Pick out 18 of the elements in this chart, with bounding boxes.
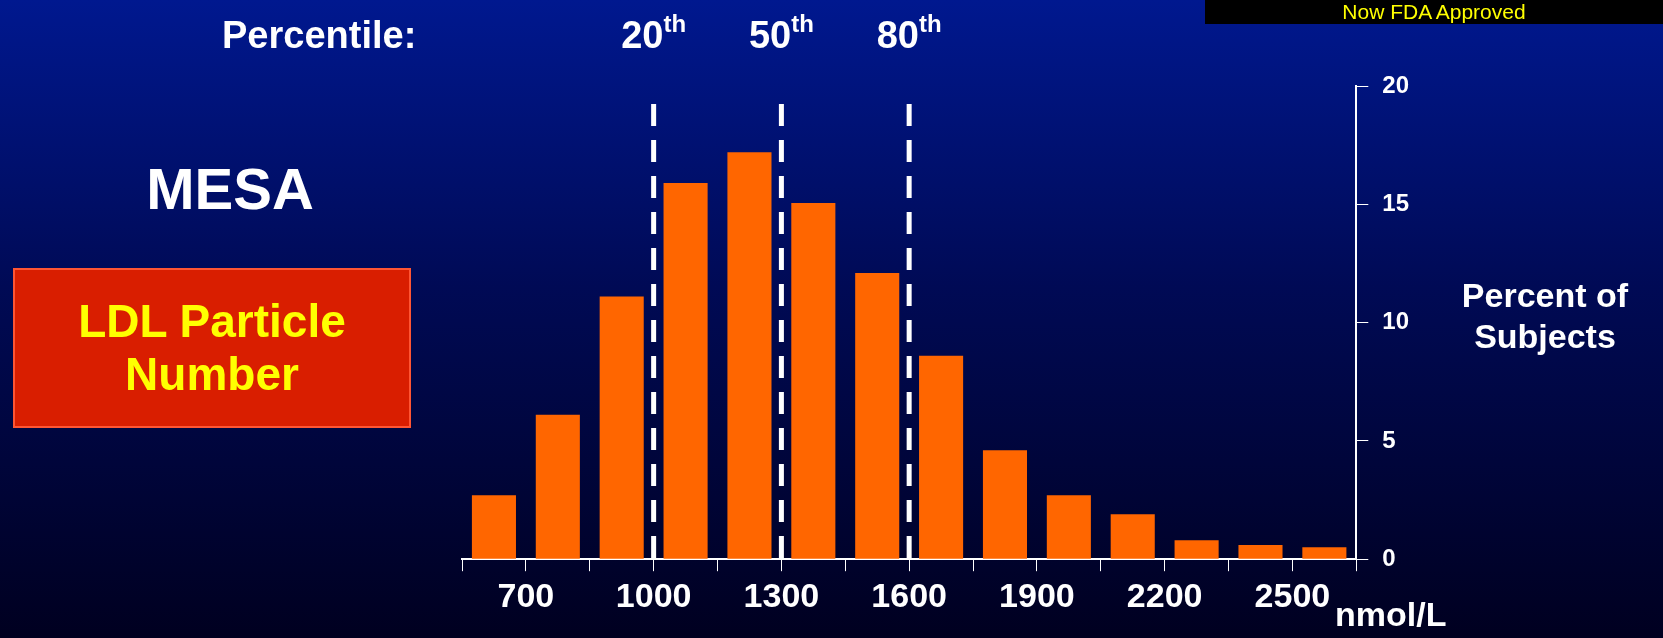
text: Percentile: [222,14,417,57]
text: Now FDA Approved [1205,0,1663,24]
x-tick-label: 700 [497,575,555,614]
y-tick-label: 20 [1382,70,1410,98]
x-tick-label: 1900 [999,575,1075,614]
y-axis-title: Percent of Subjects [1460,275,1630,357]
y-tick-label: 0 [1382,543,1396,571]
x-tick-label: 1600 [871,575,947,614]
x-axis-title: nmol/L [1335,595,1447,634]
x-tick-label: 1000 [615,575,692,614]
x-tick-label: 2200 [1126,575,1203,614]
x-tick-label: 1300 [743,575,820,614]
y-tick-label: 5 [1382,425,1396,453]
y-tick-label: 10 [1382,307,1410,335]
text: LDL Particle Number [13,268,411,428]
text: MESA [145,155,315,222]
y-tick-label: 15 [1382,188,1410,216]
x-tick-label: 2500 [1254,575,1331,614]
